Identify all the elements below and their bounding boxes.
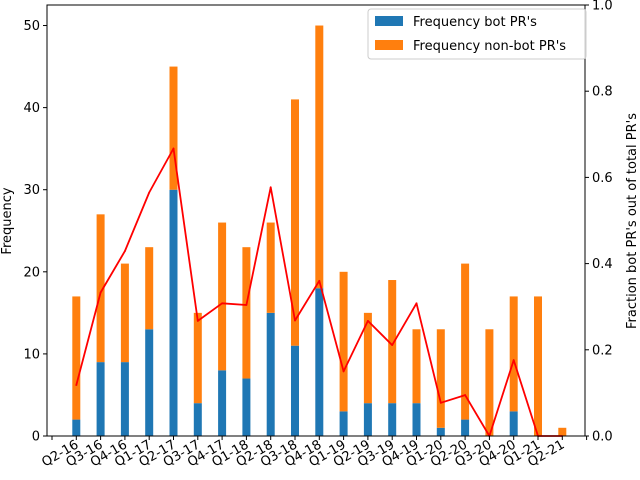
bar-bot-Q2-18 — [266, 312, 275, 436]
bar-bot-Q1-18 — [242, 378, 251, 436]
bar-non-bot-Q3-19 — [388, 280, 397, 404]
fraction-point-Q3-17 — [196, 320, 199, 322]
fraction-point-Q1-20 — [439, 401, 442, 404]
fraction-point-Q3-18 — [294, 319, 296, 322]
fraction-point-Q2-20 — [464, 394, 466, 396]
bar-bot-Q4-17 — [218, 370, 227, 436]
bar-non-bot-Q4-20 — [509, 296, 518, 412]
y-tick-label: 50 — [23, 19, 40, 34]
fraction-point-Q4-16 — [124, 250, 126, 253]
bar-non-bot-Q4-18 — [315, 25, 324, 289]
bar-bot-Q1-20 — [436, 427, 445, 436]
fraction-point-Q1-17 — [148, 191, 151, 194]
bar-non-bot-Q3-16 — [96, 214, 105, 363]
bar-bot-Q1-17 — [145, 329, 154, 436]
bar-non-bot-Q1-21 — [534, 296, 542, 436]
legend-frame — [367, 8, 587, 60]
y-tick-label: 30 — [23, 183, 40, 198]
bar-bot-Q4-18 — [315, 288, 324, 436]
legend-swatch-non-bot — [375, 40, 403, 50]
fraction-point-Q1-18 — [245, 304, 248, 306]
bar-non-bot-Q4-17 — [218, 222, 227, 371]
fraction-point-Q2-16 — [75, 384, 78, 387]
bar-non-bot-Q2-17 — [169, 66, 178, 190]
y2-tick-label: 0.4 — [592, 257, 613, 272]
bar-non-bot-Q1-20 — [436, 329, 445, 428]
bar-bot-Q4-16 — [120, 362, 129, 436]
bar-bot-Q1-19 — [339, 411, 348, 436]
y-tick-label: 20 — [23, 265, 40, 280]
fraction-point-Q3-19 — [391, 344, 394, 346]
y-tick-label: 10 — [23, 347, 40, 362]
bar-non-bot-Q1-17 — [145, 247, 154, 330]
bar-non-bot-Q3-20 — [485, 329, 494, 436]
fraction-point-Q2-17 — [172, 147, 175, 150]
bar-bot-Q3-19 — [388, 403, 397, 436]
bar-non-bot-Q3-17 — [193, 312, 202, 404]
legend-label-bot: Frequency bot PR's — [413, 15, 537, 30]
bar-non-bot-Q2-20 — [461, 263, 470, 420]
bar-bot-Q2-20 — [461, 419, 470, 436]
fraction-point-Q2-19 — [367, 320, 369, 322]
fraction-point-Q1-19 — [342, 370, 345, 373]
bar-bot-Q3-17 — [193, 403, 202, 436]
bar-bot-Q2-19 — [363, 403, 372, 436]
fraction-point-Q2-18 — [269, 186, 272, 189]
y-axis-label: Frequency — [0, 187, 15, 254]
y-tick-label: 40 — [23, 101, 40, 116]
bar-non-bot-Q2-18 — [266, 222, 275, 313]
plot-frame — [46, 4, 586, 437]
y2-tick-label: 0.8 — [592, 85, 613, 100]
bar-bot-Q2-17 — [169, 189, 178, 436]
bar-non-bot-Q4-19 — [412, 329, 421, 404]
bar-bot-Q2-16 — [72, 419, 81, 436]
y2-axis-label: Fraction bot PR's out of total PR's — [625, 113, 640, 329]
y2-tick-label: 1.0 — [592, 0, 613, 14]
bar-non-bot-Q4-16 — [120, 263, 129, 363]
bar-non-bot-Q2-16 — [72, 296, 81, 420]
y2-tick-label: 0.0 — [592, 430, 613, 445]
bar-non-bot-Q2-19 — [363, 312, 372, 404]
y-tick-label: 0 — [32, 430, 40, 445]
y2-tick-label: 0.6 — [592, 171, 613, 186]
bar-bot-Q4-20 — [509, 411, 518, 436]
fraction-point-Q4-18 — [318, 279, 321, 282]
bar-non-bot-Q1-18 — [242, 247, 251, 379]
legend-swatch-bot — [375, 16, 403, 26]
bar-bot-Q3-18 — [291, 345, 299, 436]
fraction-point-Q4-20 — [512, 359, 515, 362]
bar-non-bot-Q2-21 — [558, 427, 567, 436]
legend: Frequency bot PR's Frequency non-bot PR'… — [367, 8, 587, 60]
fraction-point-Q4-17 — [221, 302, 224, 305]
bar-non-bot-Q3-18 — [291, 99, 299, 346]
bar-bot-Q4-19 — [412, 403, 421, 436]
fraction-point-Q4-19 — [415, 302, 418, 305]
y2-tick-label: 0.2 — [592, 343, 613, 358]
bar-non-bot-Q1-19 — [339, 271, 348, 412]
bars-layer — [72, 25, 567, 436]
bar-bot-Q3-16 — [96, 362, 105, 436]
legend-label-non-bot: Frequency non-bot PR's — [413, 39, 566, 54]
fraction-point-Q3-16 — [99, 291, 102, 294]
